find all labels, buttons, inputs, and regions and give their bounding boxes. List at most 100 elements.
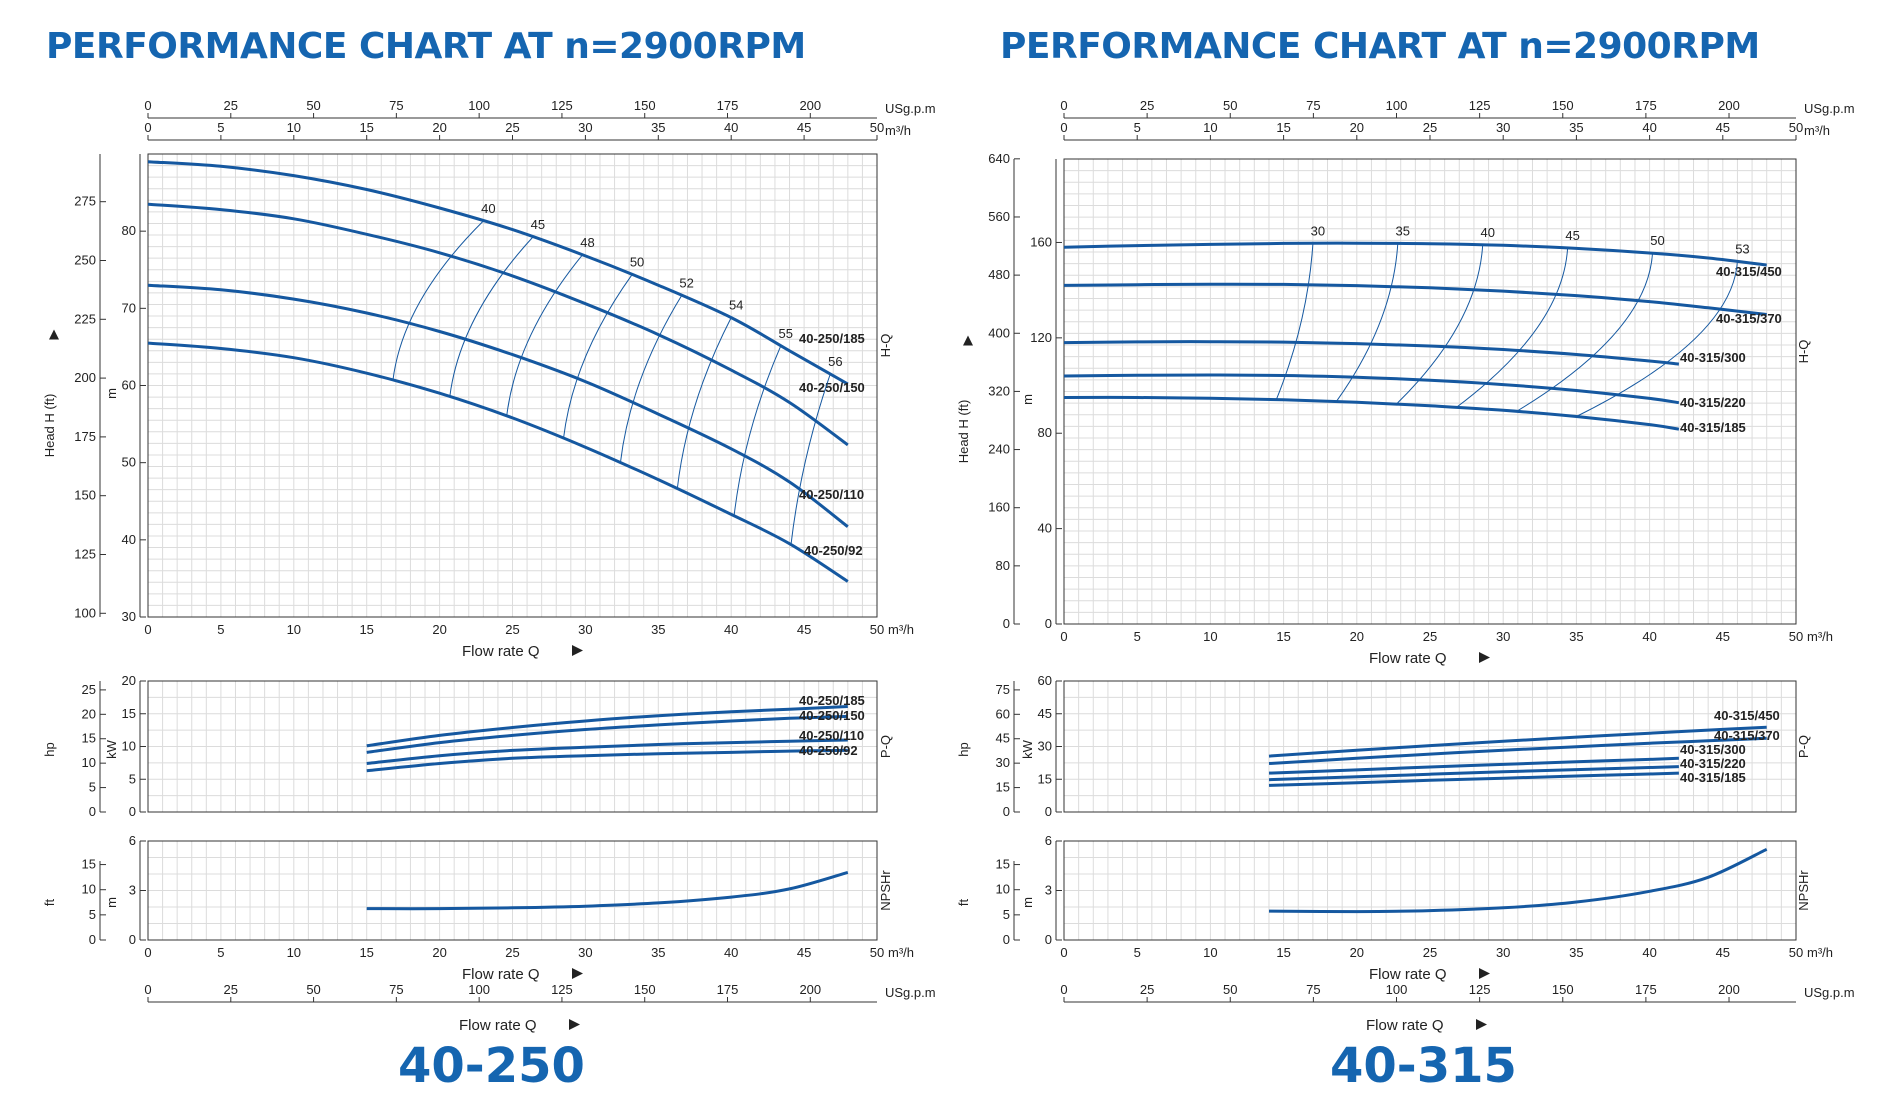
right-head-ft-tick-label: 320: [988, 383, 1010, 398]
right-npsh-frame: [1063, 840, 1797, 941]
right-head-ft-tick-label: 480: [988, 267, 1010, 282]
right-npsh-x-tick-label: 0: [1060, 945, 1067, 960]
right-npsh-x-tick-label: 5: [1134, 945, 1141, 960]
right-efficiency-line: [1456, 248, 1569, 408]
left-head-x-tick-label: 5: [217, 622, 224, 637]
right-top-usgpm-tick-label: 125: [1469, 98, 1491, 113]
right-npsh-ft-tick-label: 15: [996, 857, 1010, 872]
right-top-m3h-tick-label: 20: [1350, 120, 1364, 135]
left-head-x-tick-label: 35: [651, 622, 665, 637]
left-efficiency-label: 54: [729, 298, 743, 313]
left-power-hp-tick-label: 20: [82, 706, 96, 721]
left-power-series-label: 40-250/110: [799, 728, 864, 743]
right-head-curve: [1063, 395, 1680, 431]
left-head-ft-tick-label: 275: [74, 194, 96, 209]
left-power-hp-tick-label: 15: [82, 731, 96, 746]
right-npsh-xlabel-arrow: [1479, 968, 1490, 979]
left-efficiency-line: [506, 254, 583, 416]
right-head-xlabel: Flow rate Q: [1369, 650, 1447, 667]
right-head-ft-label: Head H (ft): [956, 400, 971, 464]
right-head-series-label: 40-315/185: [1680, 420, 1746, 435]
right-power-frame: [1063, 680, 1797, 813]
chart-title-left: PERFORMANCE CHART AT n=2900RPM: [46, 26, 806, 67]
left-head-ft-tick-label: 200: [74, 370, 96, 385]
right-head-grid: [1063, 158, 1797, 625]
left-bottom-usgpm-tick-label: 175: [717, 982, 739, 997]
right-head-m-tick-label: 120: [1030, 330, 1052, 345]
left-top-usgpm-tick-label: 200: [799, 98, 821, 113]
right-npsh-m-tick-label: 6: [1045, 833, 1052, 848]
right-head-m-label: m: [1020, 394, 1035, 405]
right-efficiency-label: 45: [1565, 228, 1579, 243]
right-head-x-tick-label: 5: [1134, 629, 1141, 644]
right-efficiency-label: 50: [1650, 233, 1664, 248]
left-head-curve: [147, 283, 849, 528]
left-power-kw-label: kW: [104, 739, 119, 759]
right-bottom-xlabel: Flow rate Q: [1366, 1017, 1444, 1034]
left-top-m3h-tick-label: 35: [651, 120, 665, 135]
right-bottom-usgpm-tick-label: 25: [1140, 982, 1154, 997]
right-head-x-tick-label: 0: [1060, 629, 1067, 644]
right-top-m3h-tick-label: 15: [1276, 120, 1290, 135]
left-npsh-x-unit: m³/h: [888, 945, 914, 960]
left-bottom-usgpm-tick-label: 25: [224, 982, 238, 997]
right-bottom-usgpm-tick-label: 50: [1223, 982, 1237, 997]
right-head-arrow: [963, 335, 973, 346]
left-head-m-tick-label: 30: [122, 609, 136, 624]
right-power-series-label: 40-315/220: [1680, 756, 1746, 771]
left-head-curve: [147, 341, 849, 583]
right-efficiency-label: 40: [1480, 225, 1494, 240]
left-npsh-x-tick-label: 50: [870, 945, 884, 960]
left-head-frame: [147, 153, 878, 618]
right-top-usgpm-tick-label: 175: [1635, 98, 1657, 113]
right-head-side-label: H-Q: [1796, 340, 1811, 364]
left-head-x-tick-label: 0: [144, 622, 151, 637]
left-power-hp-tick-label: 5: [89, 780, 96, 795]
left-efficiency-label: 55: [779, 326, 793, 341]
left-head-series-label: 40-250/150: [799, 380, 865, 395]
left-npsh-xlabel: Flow rate Q: [462, 966, 540, 983]
left-npsh-x-tick-label: 15: [359, 945, 373, 960]
left-power-hp-label: hp: [42, 742, 57, 756]
left-npsh-ft-tick-label: 0: [89, 932, 96, 947]
left-head-ft-tick-label: 125: [74, 546, 96, 561]
right-head-x-unit: m³/h: [1807, 629, 1833, 644]
right-usgpm-unit-bottom: USg.p.m: [1804, 985, 1855, 1000]
right-npsh-x-tick-label: 35: [1569, 945, 1583, 960]
left-power-hp-tick-label: 0: [89, 804, 96, 819]
left-npsh-m-tick-label: 6: [129, 833, 136, 848]
left-top-m3h-tick-label: 30: [578, 120, 592, 135]
left-top-m3h-tick-label: 40: [724, 120, 738, 135]
left-npsh-xlabel-arrow: [572, 968, 583, 979]
right-head-ft-tick-label: 400: [988, 325, 1010, 340]
left-power-curve: [366, 748, 848, 773]
left-efficiency-label: 45: [531, 217, 545, 232]
right-bottom-xlabel-arrow: [1476, 1019, 1487, 1030]
right-npsh-curve: [1268, 847, 1768, 914]
left-power-kw-tick-label: 20: [122, 673, 136, 688]
left-power-series-label: 40-250/150: [799, 708, 865, 723]
left-top-m3h-tick-label: 20: [432, 120, 446, 135]
left-efficiency-line: [733, 345, 782, 516]
left-power-curve: [366, 714, 848, 754]
left-top-m3h-tick-label: 45: [797, 120, 811, 135]
right-head-x-tick-label: 45: [1716, 629, 1730, 644]
right-power-hp-tick-label: 45: [996, 731, 1010, 746]
right-npsh-x-tick-label: 45: [1716, 945, 1730, 960]
right-efficiency-line: [1576, 261, 1738, 417]
right-power-series-label: 40-315/300: [1680, 742, 1746, 757]
left-head-curve: [147, 202, 849, 447]
right-efficiency-line: [1516, 253, 1653, 412]
left-efficiency-label: 48: [580, 235, 594, 250]
left-bottom-usgpm-tick-label: 150: [634, 982, 656, 997]
right-head-series-label: 40-315/450: [1716, 264, 1782, 279]
left-npsh-x-tick-label: 10: [287, 945, 301, 960]
right-power-hp-tick-label: 75: [996, 682, 1010, 697]
left-head-m-tick-label: 70: [122, 300, 136, 315]
left-top-usgpm-tick-label: 100: [468, 98, 490, 113]
left-top-m3h-tick-label: 10: [287, 120, 301, 135]
left-npsh-m-tick-label: 3: [129, 883, 136, 898]
right-power-kw-label: kW: [1020, 739, 1035, 759]
left-bottom-usgpm-tick-label: 125: [551, 982, 573, 997]
left-bottom-usgpm-tick-label: 50: [306, 982, 320, 997]
